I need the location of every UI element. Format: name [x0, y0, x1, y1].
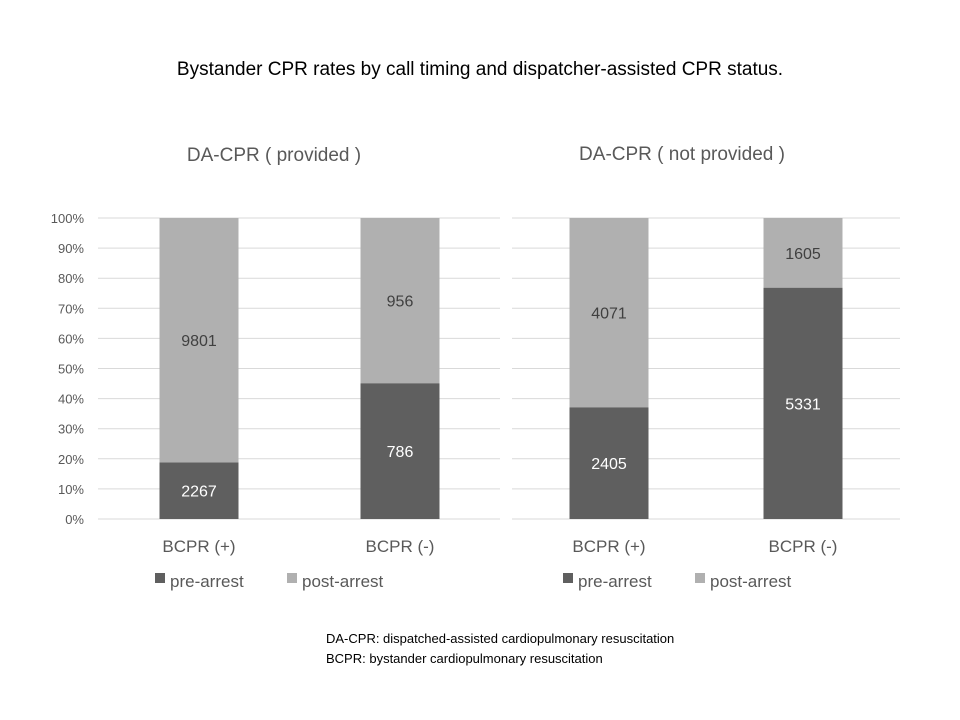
bar-pre-arrest	[763, 287, 843, 519]
data-label: 4071	[591, 306, 627, 323]
y-tick-label: 10%	[58, 482, 84, 497]
y-tick-label: 20%	[58, 452, 84, 467]
legend-label-post-arrest: post-arrest	[710, 572, 792, 591]
y-tick-label: 100%	[51, 211, 85, 226]
bar-post-arrest	[569, 218, 649, 408]
legend-swatch-pre-arrest	[563, 573, 573, 583]
footnote-da-cpr: DA-CPR: dispatched-assisted cardiopulmon…	[326, 631, 674, 646]
y-tick-label: 0%	[65, 512, 84, 527]
y-tick-label: 90%	[58, 241, 84, 256]
data-label: 956	[387, 294, 414, 311]
y-tick-label: 80%	[58, 271, 84, 286]
chart-panel-2: DA-CPR ( not provided ) 2405 4071 BCPR (+) 5…	[512, 144, 900, 591]
panel-title: DA-CPR ( not provided )	[579, 144, 785, 165]
data-label: 2267	[181, 484, 217, 501]
x-tick-label: BCPR (-)	[769, 537, 838, 556]
legend-swatch-pre-arrest	[155, 573, 165, 583]
data-label: 9801	[181, 333, 217, 350]
x-tick-label: BCPR (+)	[162, 537, 235, 556]
figure-title: Bystander CPR rates by call timing and d…	[177, 59, 783, 80]
legend-swatch-post-arrest	[287, 573, 297, 583]
y-tick-label: 60%	[58, 331, 84, 346]
legend-swatch-post-arrest	[695, 573, 705, 583]
y-tick-label: 40%	[58, 392, 84, 407]
y-tick-label: 30%	[58, 422, 84, 437]
data-label: 1605	[785, 246, 821, 263]
x-tick-label: BCPR (+)	[572, 537, 645, 556]
footnote-bcpr: BCPR: bystander cardiopulmonary resuscit…	[326, 651, 603, 666]
y-tick-label: 70%	[58, 301, 84, 316]
panel-title: DA-CPR ( provided )	[187, 145, 361, 166]
chart-panel-1: DA-CPR ( provided ) 0% 10% 20% 30% 40% 50% 60% 7…	[51, 145, 500, 591]
bar-pre-arrest	[159, 462, 239, 519]
data-label: 786	[387, 444, 414, 461]
bar-pre-arrest	[360, 383, 440, 519]
bar-post-arrest	[763, 218, 843, 288]
bar-pre-arrest	[569, 407, 649, 519]
x-tick-label: BCPR (-)	[366, 537, 435, 556]
data-label: 5331	[785, 396, 821, 413]
y-tick-label: 50%	[58, 362, 84, 377]
legend-label-pre-arrest: pre-arrest	[578, 572, 652, 591]
data-label: 2405	[591, 456, 627, 473]
legend-label-post-arrest: post-arrest	[302, 572, 384, 591]
legend-label-pre-arrest: pre-arrest	[170, 572, 244, 591]
bar-post-arrest	[360, 218, 440, 384]
bar-post-arrest	[159, 218, 239, 463]
